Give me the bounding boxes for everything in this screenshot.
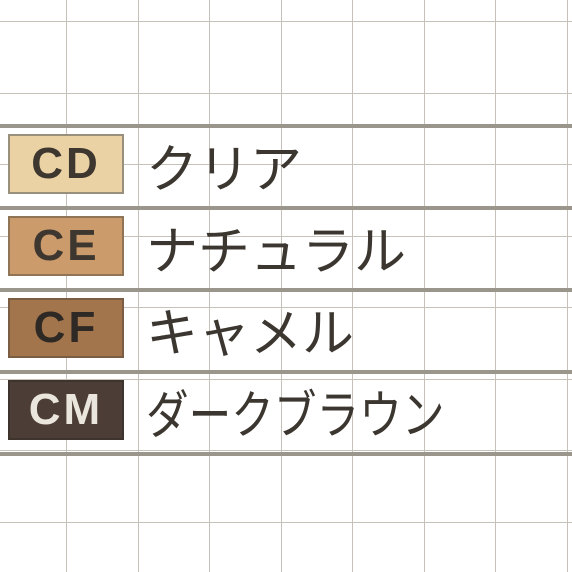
color-label: ダークブラウン <box>146 374 444 449</box>
color-row: CD クリア <box>0 124 572 206</box>
color-row: CE ナチュラル <box>0 206 572 288</box>
color-swatch: CD <box>8 134 124 194</box>
color-label: ナチュラル <box>146 210 406 285</box>
color-table: CD クリア CE ナチュラル CF キャメル CM ダークブラウン <box>0 124 572 452</box>
color-row: CM ダークブラウン <box>0 370 572 452</box>
color-label: クリア <box>146 128 302 203</box>
color-swatch: CM <box>8 380 124 440</box>
grid-line-horizontal <box>0 21 572 22</box>
grid-line-horizontal <box>0 522 572 523</box>
color-row: CF キャメル <box>0 288 572 370</box>
color-swatch: CE <box>8 216 124 276</box>
color-label: キャメル <box>146 292 354 367</box>
color-swatch: CF <box>8 298 124 358</box>
grid-line-horizontal <box>0 93 572 94</box>
row-divider <box>0 452 572 456</box>
